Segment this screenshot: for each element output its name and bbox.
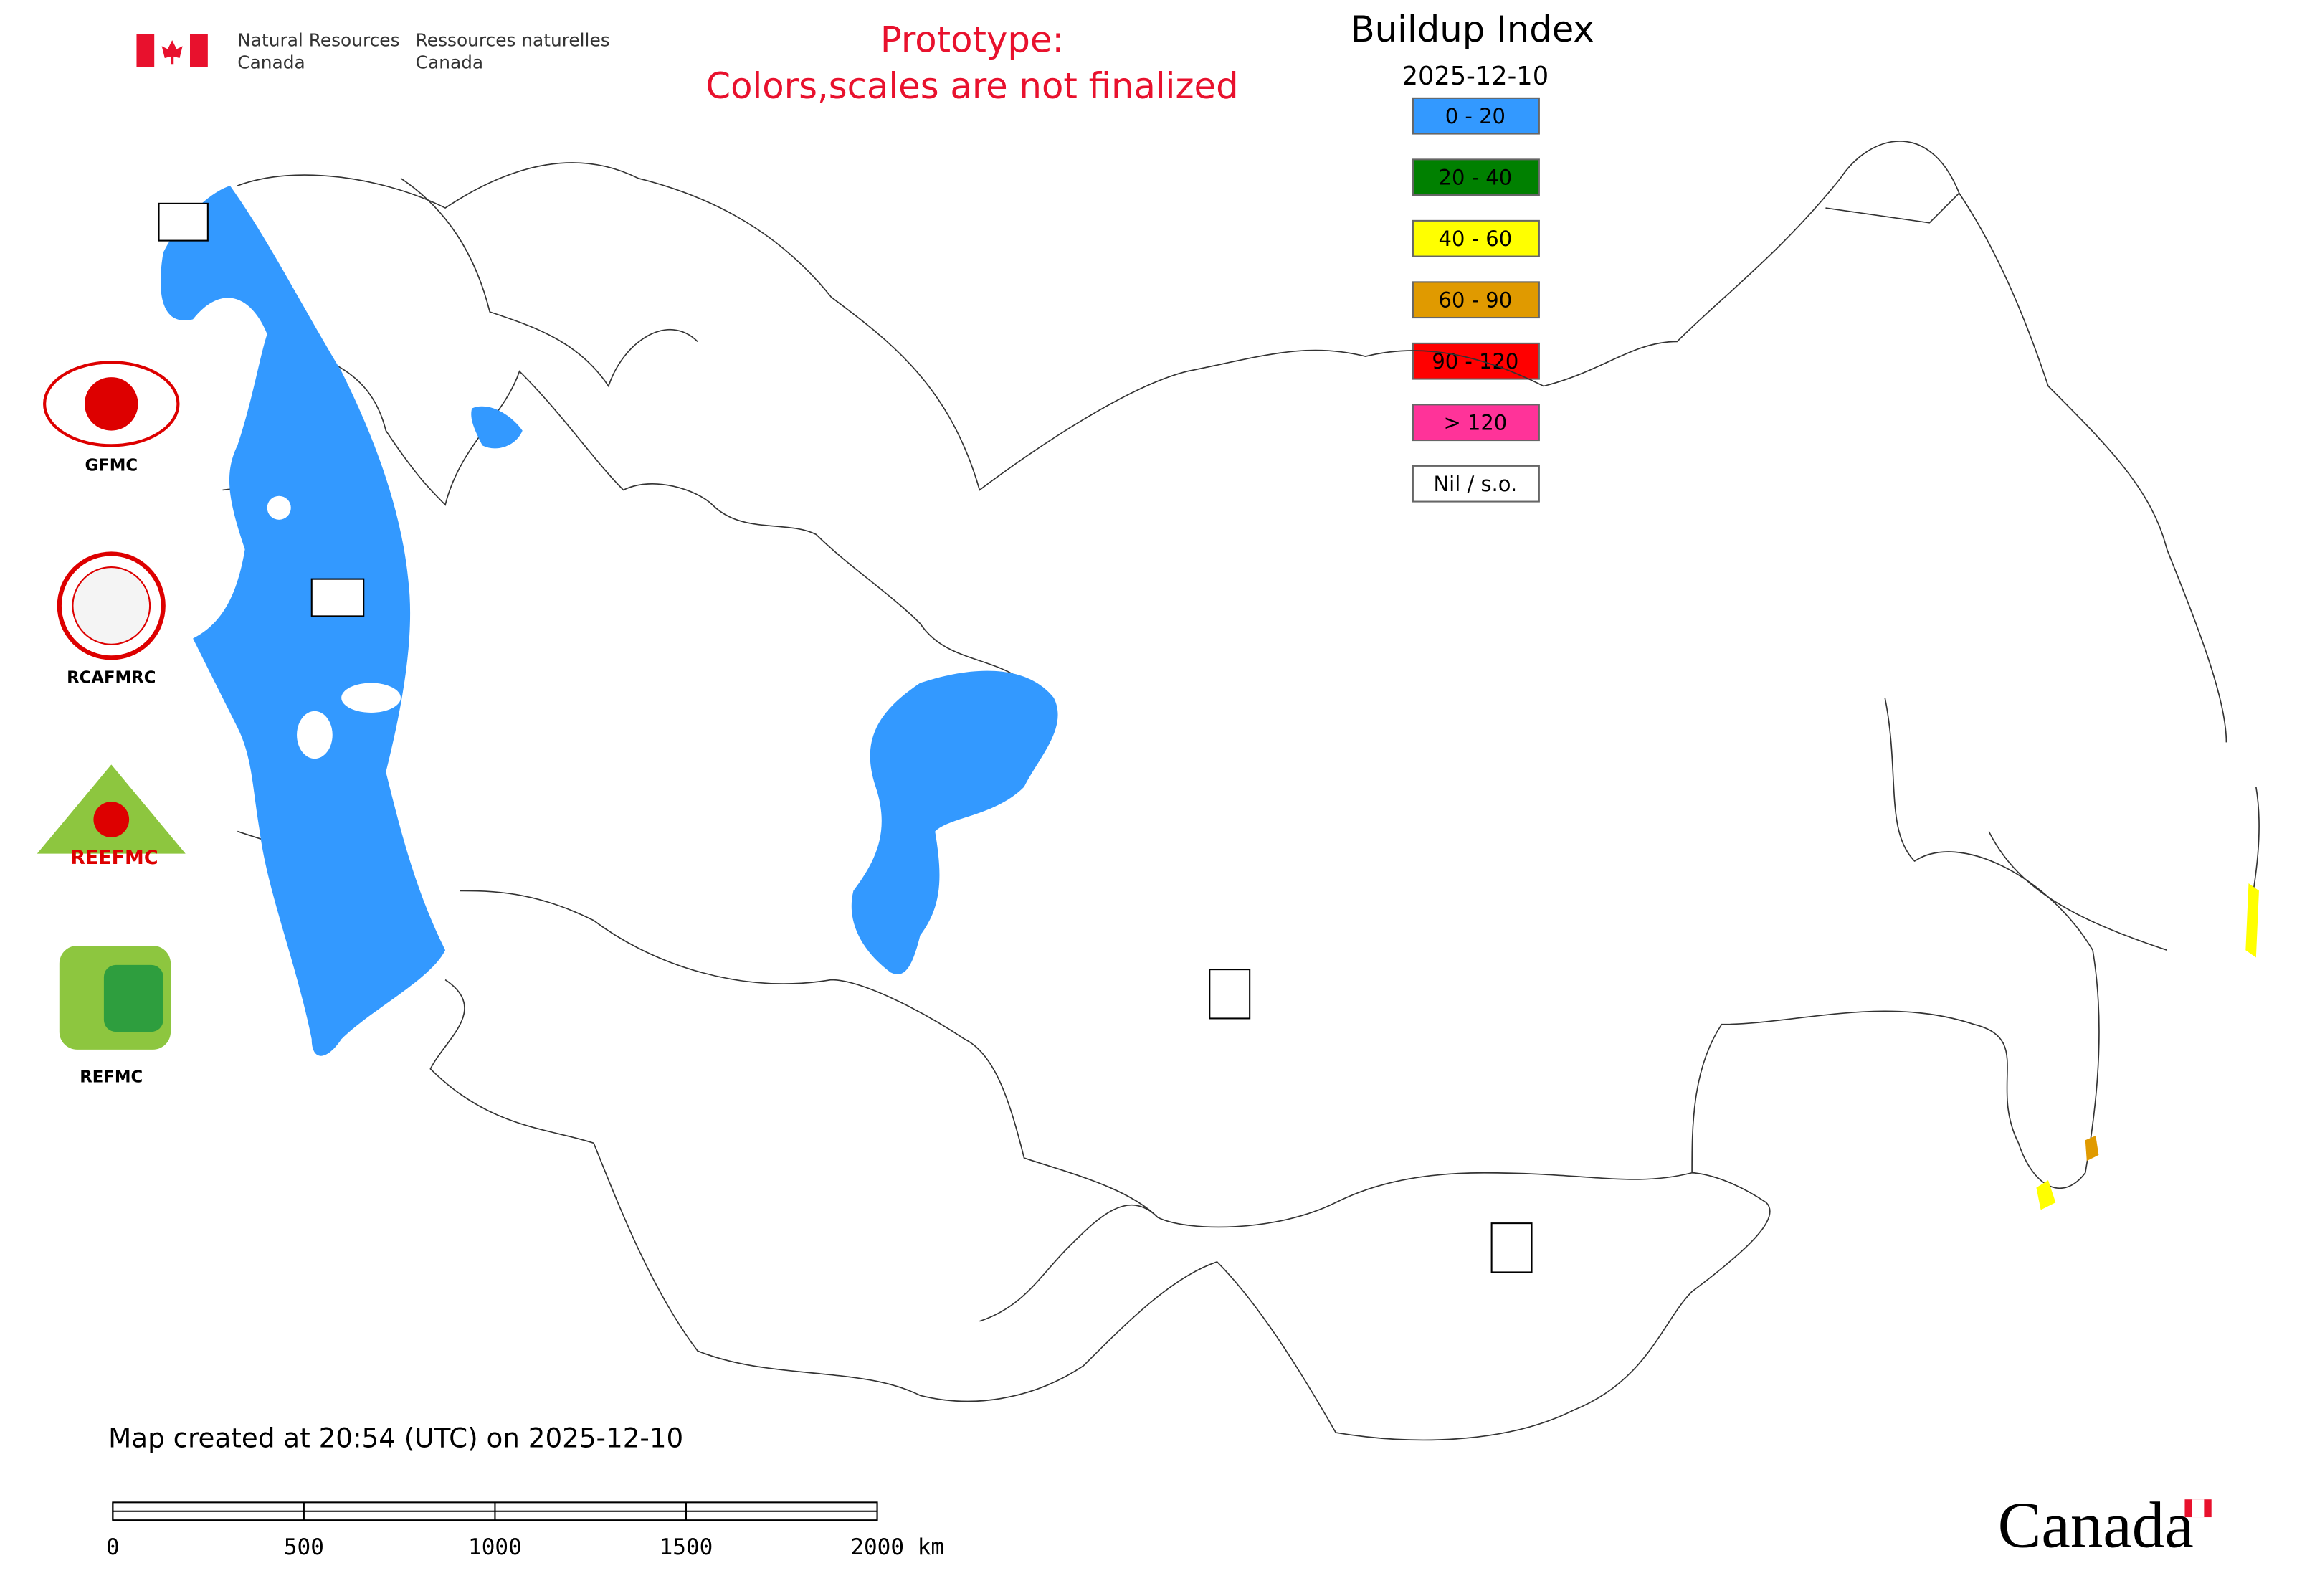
legend-label: 0 - 20 [1445,104,1506,128]
logo-label: REEFMC [70,847,158,869]
scale-label: 0 [106,1534,120,1560]
scale-label: 1000 [468,1534,522,1560]
notice: Prototype: [880,19,1064,61]
legend-title: Buildup Index [1351,9,1594,50]
legend-date: 2025-12-10 [1402,62,1549,91]
legend-label: 40 - 60 [1439,227,1513,251]
scale-bar: 0 500 1000 1500 2000 km [106,1501,944,1560]
agency-fr: Canada [416,52,483,72]
flag [136,34,208,67]
agency-fr: Ressources naturelles [416,29,610,50]
legend-swatch [1412,281,1540,319]
legend-label: Nil / s.o. [1434,472,1518,496]
legend-swatch [1412,342,1540,380]
scale-label: 2000 km [850,1534,944,1560]
legend-swatch [1412,465,1540,503]
logo-label: REFMC [80,1068,143,1086]
created-note: Map created at 20:54 (UTC) on 2025-12-10 [108,1422,683,1454]
notice: Colors,scales are not finalized [705,65,1238,107]
wordmark: Canada [1998,1488,2194,1561]
wordmark-flag [2184,1499,2212,1518]
scale-label: 500 [284,1534,324,1560]
bui-areas [160,186,2259,1210]
basemap [222,141,2260,1441]
legend-label: 20 - 40 [1439,166,1513,190]
bui-area [471,406,523,449]
legend-swatch [1412,404,1540,442]
legend-label: 60 - 90 [1439,288,1513,313]
legend-swatch [1412,219,1540,257]
agency-en: Canada [237,52,305,72]
legend-swatch [1412,97,1540,135]
logos [37,202,1533,1273]
bui-area [2085,1135,2099,1162]
legend-label: > 120 [1443,411,1507,435]
bui-area [160,186,446,1056]
legend-swatch [1412,158,1540,196]
logo-label: RCAFMRC [67,669,156,688]
bui-area [851,670,1058,974]
logo-label: GFMC [85,457,138,475]
agency-en: Natural Resources [237,29,399,50]
scale-label: 1500 [660,1534,713,1560]
